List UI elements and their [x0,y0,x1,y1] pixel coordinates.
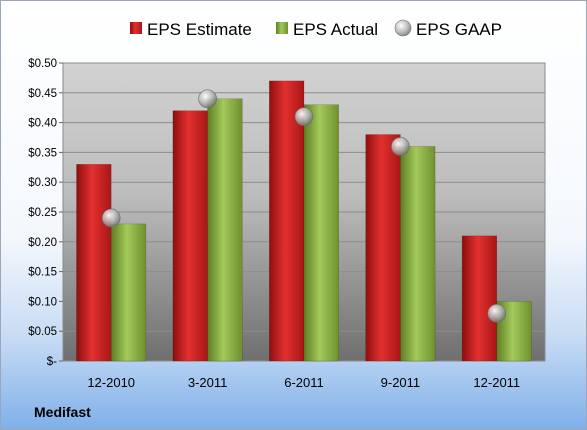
y-tick-label: $0.45 [28,88,57,100]
y-tick-label: $0.40 [28,118,57,130]
estimate-bar [365,134,401,362]
legend-item-gaap: EPS GAAP [394,19,502,39]
estimate-bar [269,80,305,362]
legend-swatch-actual [276,22,288,34]
y-tick-label: $- [47,356,57,368]
estimate-bar [76,164,112,362]
y-tick-label: $0.05 [28,326,57,338]
actual-bar [400,146,436,362]
legend-label-estimate: EPS Estimate [147,20,252,39]
x-tick-label: 9-2011 [381,375,421,390]
x-tick-label: 6-2011 [284,375,324,390]
estimate-bar [172,110,208,362]
y-tick-label: $0.30 [28,177,57,189]
x-tick-label: 12-2011 [473,375,520,390]
company-name: Medifast [34,404,91,420]
estimate-bar [461,235,498,362]
y-tick-label: $0.10 [28,296,57,308]
legend-label-gaap: EPS GAAP [416,20,502,39]
legend: EPS Estimate EPS Actual EPS GAAP [130,19,502,39]
y-tick-label: $0.35 [28,147,57,159]
actual-bar [207,98,243,362]
bars [76,80,532,362]
gaap-marker [487,304,507,323]
gaap-marker [294,107,314,126]
gaap-marker [198,89,217,109]
legend-marker-gaap [394,19,412,37]
legend-item-estimate: EPS Estimate [130,20,252,39]
x-tick-label: 3-2011 [188,375,228,390]
legend-item-actual: EPS Actual [276,20,378,39]
actual-bar [303,104,339,362]
y-tick-label: $0.50 [28,58,57,70]
gaap-marker [391,137,410,156]
y-axis-ticks: $- $0.05 $0.10 $0.15 $0.20 $0.25 $0.30 $0.35 $0.… [28,58,63,368]
gaap-marker [101,208,121,228]
x-tick-label: 12-2010 [87,375,135,390]
y-tick-label: $0.25 [28,207,57,219]
legend-swatch-estimate [130,22,142,34]
gaap-markers [101,89,507,323]
legend-label-actual: EPS Actual [293,20,378,39]
actual-bar [110,223,147,362]
y-tick-label: $0.20 [28,237,57,249]
y-tick-label: $0.15 [28,267,57,279]
x-axis-labels: 12-2010 3-2011 6-2011 9-2011 12-2011 [87,375,520,390]
